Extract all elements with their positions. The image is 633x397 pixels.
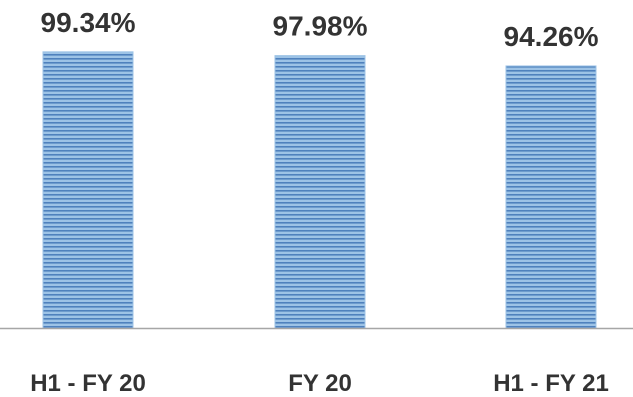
bar-2 [274, 55, 366, 329]
data-label-2: 97.98% [273, 11, 368, 42]
data-label-1: 99.34% [41, 7, 136, 38]
bar-3 [505, 65, 597, 329]
x-tick-labels-group: H1 - FY 20 FY 20 H1 - FY 21 [30, 370, 609, 397]
x-tick-label-3: H1 - FY 21 [493, 370, 609, 397]
data-labels-group: 99.34% 97.98% 94.26% [41, 7, 599, 52]
bars-group [42, 51, 597, 329]
data-label-3: 94.26% [504, 21, 599, 52]
x-tick-label-1: H1 - FY 20 [30, 370, 146, 397]
x-tick-label-2: FY 20 [288, 370, 352, 397]
bar-1 [42, 51, 134, 329]
